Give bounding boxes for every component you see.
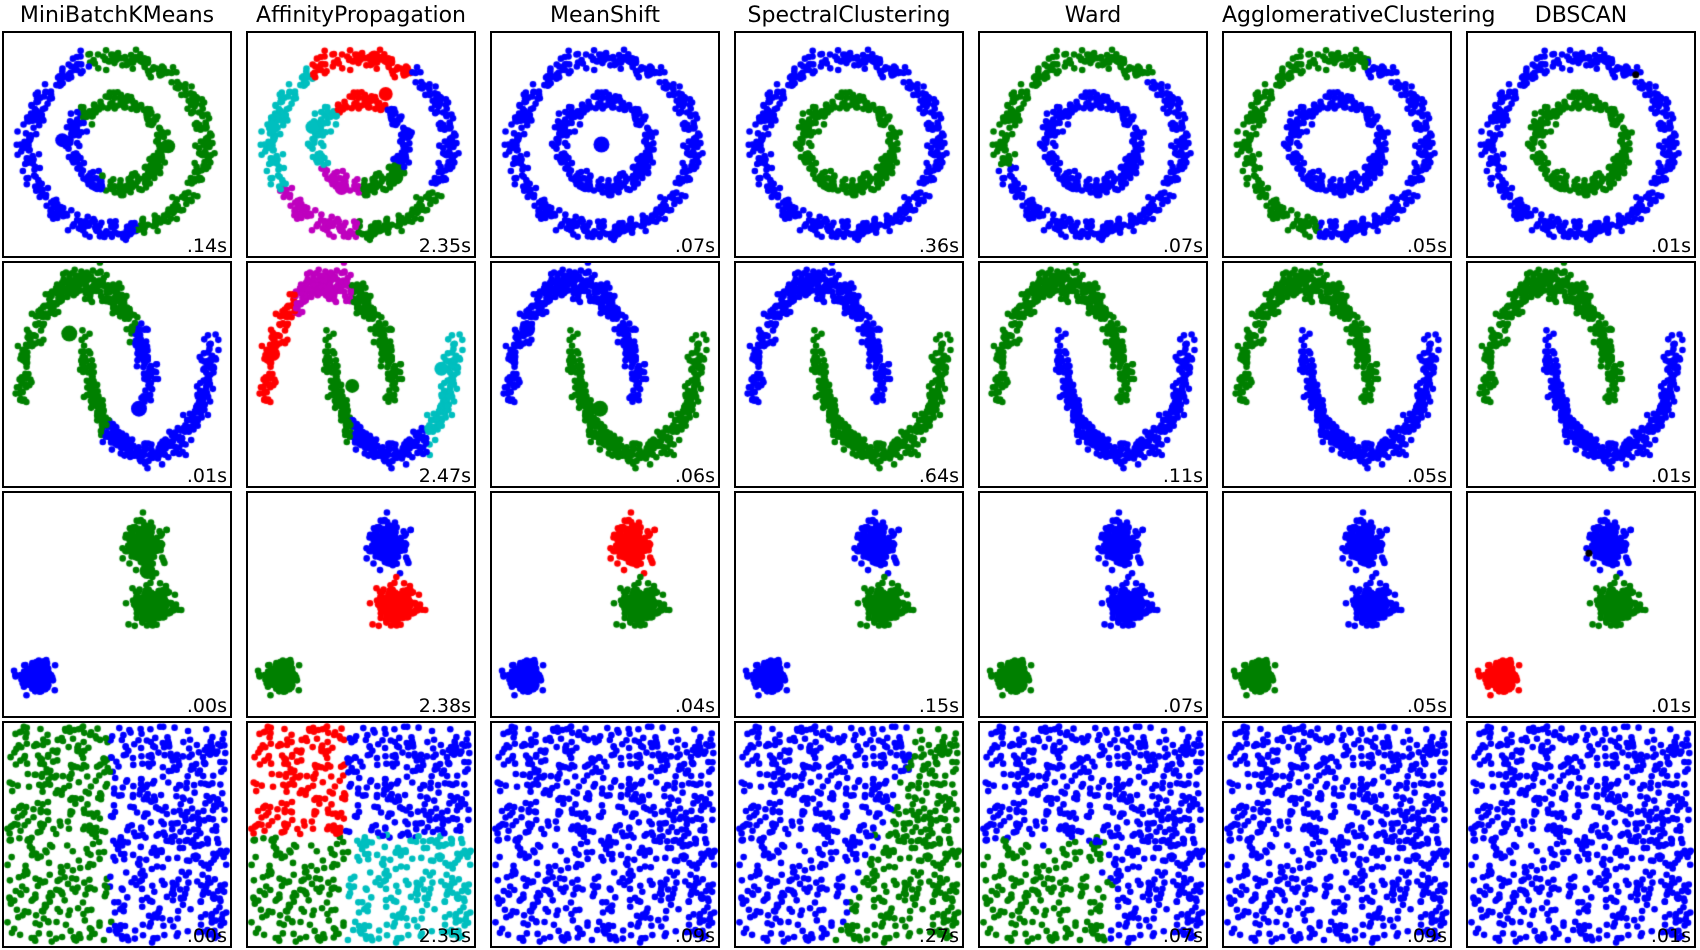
panel-AffinityPropagation-noisy-moons: 2.47s: [246, 261, 476, 488]
panel-MiniBatchKMeans-noisy-circles: .14s: [2, 31, 232, 258]
timing-label: .64s: [918, 465, 959, 487]
panel-Ward-blobs: .07s: [978, 491, 1208, 718]
column-titles-row: MiniBatchKMeans AffinityPropagation Mean…: [0, 0, 1698, 31]
timing-label: .01s: [1650, 925, 1691, 947]
scatter-canvas: [980, 493, 1206, 716]
scatter-canvas: [492, 493, 718, 716]
panel-DBSCAN-noisy-moons: .01s: [1466, 261, 1696, 488]
timing-label: .11s: [1162, 465, 1203, 487]
panel-MeanShift-blobs: .04s: [490, 491, 720, 718]
panel-MiniBatchKMeans-uniform: .00s: [2, 721, 232, 948]
panel-Ward-noisy-circles: .07s: [978, 31, 1208, 258]
panel-Ward-noisy-moons: .11s: [978, 261, 1208, 488]
scatter-canvas: [980, 723, 1206, 946]
timing-label: .15s: [918, 695, 959, 717]
scatter-canvas: [492, 263, 718, 486]
scatter-canvas: [1224, 263, 1450, 486]
timing-label: .09s: [1406, 925, 1447, 947]
timing-label: .14s: [186, 235, 227, 257]
panel-AffinityPropagation-blobs: 2.38s: [246, 491, 476, 718]
column-title-spectralclustering: SpectralClustering: [747, 3, 951, 28]
panel-AgglomerativeClustering-noisy-circles: .05s: [1222, 31, 1452, 258]
scatter-canvas: [4, 263, 230, 486]
scatter-canvas: [736, 723, 962, 946]
column-title-ward: Ward: [1064, 3, 1122, 28]
scatter-canvas: [1468, 493, 1694, 716]
panel-SpectralClustering-uniform: .27s: [734, 721, 964, 948]
timing-label: .04s: [674, 695, 715, 717]
timing-label: .01s: [186, 465, 227, 487]
timing-label: .06s: [674, 465, 715, 487]
timing-label: .05s: [1406, 695, 1447, 717]
timing-label: .07s: [1162, 235, 1203, 257]
timing-label: 2.35s: [418, 925, 471, 947]
column-title-minibatchkmeans: MiniBatchKMeans: [19, 3, 215, 28]
scatter-canvas: [492, 33, 718, 256]
timing-label: 2.35s: [418, 235, 471, 257]
timing-label: .09s: [674, 925, 715, 947]
column-title-affinitypropagation: AffinityPropagation: [256, 3, 466, 28]
timing-label: .27s: [918, 925, 959, 947]
panel-SpectralClustering-blobs: .15s: [734, 491, 964, 718]
scatter-canvas: [248, 33, 474, 256]
column-title-agglomerativeclustering: AgglomerativeClustering: [1222, 3, 1496, 28]
timing-label: 2.38s: [418, 695, 471, 717]
panel-DBSCAN-blobs: .01s: [1466, 491, 1696, 718]
timing-label: .00s: [186, 695, 227, 717]
panel-MeanShift-uniform: .09s: [490, 721, 720, 948]
panel-MiniBatchKMeans-blobs: .00s: [2, 491, 232, 718]
panel-DBSCAN-noisy-circles: .01s: [1466, 31, 1696, 258]
scatter-canvas: [1468, 263, 1694, 486]
timing-label: .07s: [1162, 925, 1203, 947]
timing-label: .01s: [1650, 695, 1691, 717]
scatter-canvas: [1224, 33, 1450, 256]
panel-AgglomerativeClustering-uniform: .09s: [1222, 721, 1452, 948]
scatter-canvas: [1224, 493, 1450, 716]
timing-label: .01s: [1650, 235, 1691, 257]
scatter-canvas: [736, 493, 962, 716]
scatter-canvas: [248, 723, 474, 946]
scatter-canvas: [980, 263, 1206, 486]
scatter-canvas: [4, 493, 230, 716]
panel-SpectralClustering-noisy-circles: .36s: [734, 31, 964, 258]
column-title-dbscan: DBSCAN: [1534, 3, 1628, 28]
scatter-canvas: [1224, 723, 1450, 946]
panel-AffinityPropagation-uniform: 2.35s: [246, 721, 476, 948]
timing-label: .00s: [186, 925, 227, 947]
timing-label: .07s: [674, 235, 715, 257]
panel-DBSCAN-uniform: .01s: [1466, 721, 1696, 948]
panel-SpectralClustering-noisy-moons: .64s: [734, 261, 964, 488]
scatter-canvas: [248, 493, 474, 716]
panel-MeanShift-noisy-moons: .06s: [490, 261, 720, 488]
scatter-canvas: [4, 33, 230, 256]
timing-label: 2.47s: [418, 465, 471, 487]
timing-label: .01s: [1650, 465, 1691, 487]
scatter-canvas: [736, 263, 962, 486]
timing-label: .36s: [918, 235, 959, 257]
scatter-canvas: [248, 263, 474, 486]
scatter-canvas: [1468, 33, 1694, 256]
panel-Ward-uniform: .07s: [978, 721, 1208, 948]
panel-MiniBatchKMeans-noisy-moons: .01s: [2, 261, 232, 488]
panel-AffinityPropagation-noisy-circles: 2.35s: [246, 31, 476, 258]
panel-AgglomerativeClustering-blobs: .05s: [1222, 491, 1452, 718]
scatter-canvas: [4, 723, 230, 946]
panels-grid: .14s 2.35s .07s .36s .07s .05s .01s .01s 2.47s .0…: [0, 31, 1698, 948]
panel-MeanShift-noisy-circles: .07s: [490, 31, 720, 258]
timing-label: .05s: [1406, 235, 1447, 257]
timing-label: .07s: [1162, 695, 1203, 717]
column-title-meanshift: MeanShift: [550, 3, 660, 28]
timing-label: .05s: [1406, 465, 1447, 487]
scatter-canvas: [736, 33, 962, 256]
panel-AgglomerativeClustering-noisy-moons: .05s: [1222, 261, 1452, 488]
scatter-canvas: [1468, 723, 1694, 946]
scatter-canvas: [980, 33, 1206, 256]
scatter-canvas: [492, 723, 718, 946]
